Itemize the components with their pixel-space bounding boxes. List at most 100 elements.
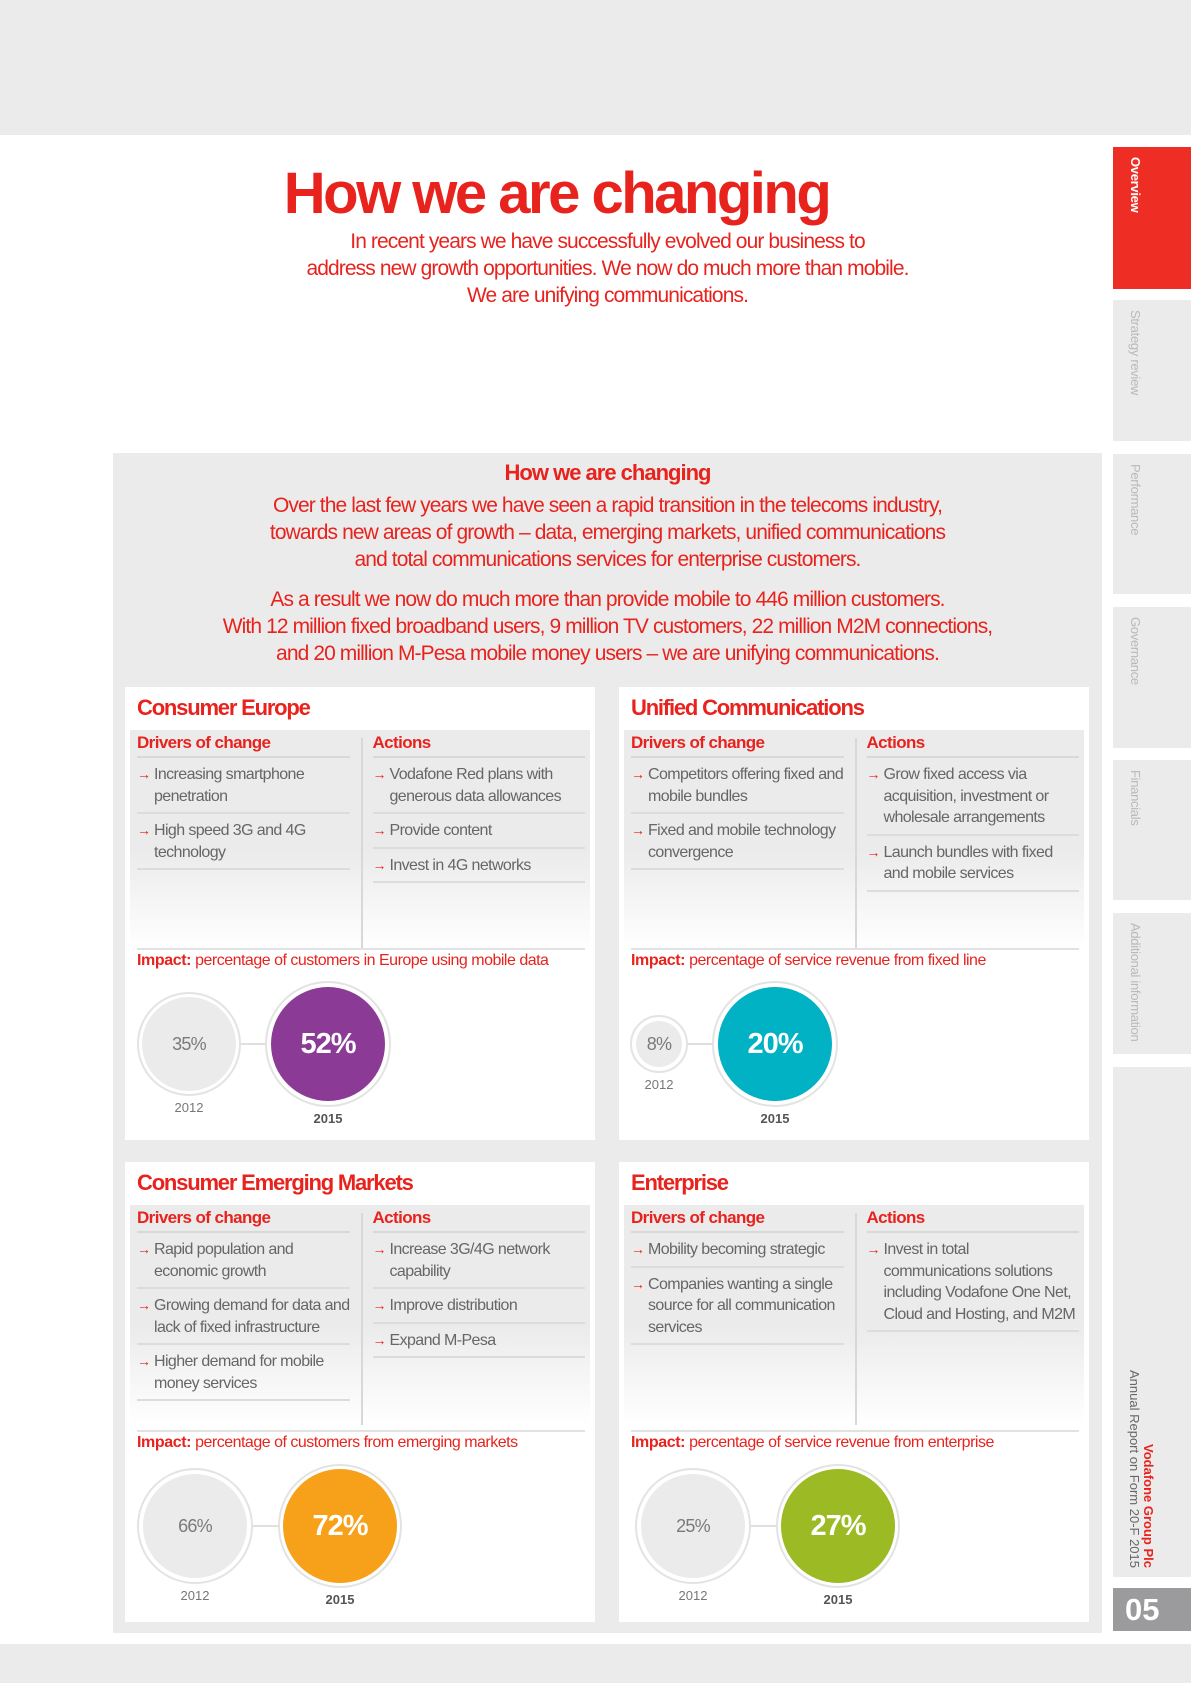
drivers-item-text: Fixed and mobile technology convergence bbox=[648, 822, 836, 861]
actions-item-text: Expand M-Pesa bbox=[389, 1331, 497, 1349]
arrow-right-icon: → bbox=[631, 822, 645, 838]
circle-2015: 52% bbox=[271, 987, 385, 1101]
actions-column: Actions → Invest in total communications s… bbox=[866, 1205, 1079, 1332]
actions-column: Actions → Increase 3G/4G network capabilit… bbox=[372, 1205, 585, 1358]
circle-2012: 25% bbox=[641, 1474, 745, 1578]
drivers-item: → Competitors offering fixed and mobile b… bbox=[631, 758, 844, 814]
arrow-right-icon: → bbox=[866, 843, 881, 860]
actions-item-text: Invest in total communications solutions… bbox=[883, 1241, 1076, 1323]
impact-label: Impact: bbox=[137, 952, 192, 969]
panel-title: Consumer Emerging Markets bbox=[137, 1170, 414, 1195]
intro-line: towards new areas of growth – data, emer… bbox=[269, 521, 946, 544]
drivers-item-text: Rapid population and economic growth bbox=[154, 1241, 294, 1280]
arrow-right-icon: → bbox=[631, 1275, 645, 1292]
actions-item-text: Launch bundles with fixed and mobile ser… bbox=[883, 843, 1054, 883]
page-number: 05 bbox=[1113, 1588, 1191, 1631]
column-divider bbox=[854, 1213, 857, 1425]
year-2015: 2015 bbox=[823, 1592, 853, 1607]
arrow-right-icon: → bbox=[631, 766, 645, 782]
drivers-item: → Growing demand for data and lack of fix… bbox=[137, 1289, 350, 1345]
panel-consumer-europe: Consumer Europe Drivers of change → Increa… bbox=[125, 687, 595, 1140]
drivers-item: → High speed 3G and 4G technology bbox=[137, 814, 350, 870]
year-2012: 2012 bbox=[180, 1588, 210, 1603]
arrow-right-icon: → bbox=[137, 766, 151, 782]
subtitle-line: In recent years we have successfully evo… bbox=[350, 230, 865, 253]
actions-column: Actions → Vodafone Red plans with generous… bbox=[372, 730, 585, 883]
year-2012: 2012 bbox=[644, 1077, 674, 1092]
intro-line: and 20 million M-Pesa mobile money users… bbox=[276, 642, 940, 665]
column-divider bbox=[360, 738, 363, 950]
drivers-column: Drivers of change → Competitors offering f… bbox=[631, 730, 844, 870]
circle-2012: 8% bbox=[636, 1021, 682, 1067]
actions-heading: Actions bbox=[866, 1205, 1079, 1233]
actions-item-text: Provide content bbox=[389, 822, 493, 839]
arrow-right-icon: → bbox=[137, 1297, 151, 1313]
arrow-right-icon: → bbox=[372, 766, 387, 782]
year-2015: 2015 bbox=[325, 1592, 355, 1607]
intro-title: How we are changing bbox=[504, 460, 712, 485]
arrow-right-icon: → bbox=[137, 1241, 151, 1257]
impact-circles: 35% 2012 52% 2015 bbox=[137, 950, 597, 1140]
impact-label: Impact: bbox=[631, 952, 686, 969]
connector-line bbox=[189, 1043, 328, 1045]
column-divider bbox=[854, 738, 857, 950]
impact-text: Impact: percentage of customers in Europ… bbox=[137, 952, 549, 970]
drivers-item: → Increasing smartphone penetration bbox=[137, 758, 350, 814]
actions-item-text: Vodafone Red plans with generous data al… bbox=[389, 766, 562, 805]
page-subtitle: In recent years we have successfully evo… bbox=[0, 228, 1191, 309]
impact-label: Impact: bbox=[137, 1434, 192, 1451]
top-band bbox=[0, 0, 1191, 135]
drivers-item: → Fixed and mobile technology convergence bbox=[631, 814, 844, 870]
subtitle-line: We are unifying communications. bbox=[466, 284, 749, 307]
impact-section: Impact: percentage of customers from eme… bbox=[137, 1430, 585, 1607]
year-2012: 2012 bbox=[678, 1588, 708, 1603]
value-2015: 27% bbox=[810, 1509, 866, 1542]
actions-item-text: Improve distribution bbox=[389, 1297, 518, 1314]
panel-consumer-emerging-markets: Consumer Emerging Markets Drivers of cha… bbox=[125, 1162, 595, 1622]
drivers-item-text: Higher demand for mobile money services bbox=[154, 1353, 324, 1392]
panel-title: Enterprise bbox=[631, 1170, 729, 1195]
tab-strategy-review[interactable]: Strategy review bbox=[1113, 300, 1191, 441]
arrow-right-icon: → bbox=[372, 822, 387, 838]
tab-financials[interactable]: Financials bbox=[1113, 760, 1191, 900]
connector-line bbox=[195, 1525, 340, 1527]
circle-2015: 27% bbox=[781, 1469, 895, 1583]
tab-label: Additional information bbox=[1128, 923, 1143, 1042]
tab-label: Performance bbox=[1128, 464, 1143, 536]
actions-item: → Increase 3G/4G network capability bbox=[372, 1233, 585, 1289]
panel-title: Consumer Europe bbox=[137, 695, 311, 720]
brand-name: Vodafone Group Plc bbox=[1141, 1444, 1156, 1568]
drivers-item-text: Growing demand for data and lack of fixe… bbox=[154, 1297, 350, 1336]
year-2015: 2015 bbox=[760, 1111, 790, 1126]
drivers-item-text: Mobility becoming strategic bbox=[648, 1241, 825, 1258]
drivers-item-text: High speed 3G and 4G technology bbox=[154, 822, 306, 861]
connector-line bbox=[693, 1525, 838, 1527]
tab-governance[interactable]: Governance bbox=[1113, 607, 1191, 748]
tab-additional-information[interactable]: Additional information bbox=[1113, 913, 1191, 1054]
impact-section: Impact: percentage of customers in Europ… bbox=[137, 948, 585, 1126]
arrow-right-icon: → bbox=[866, 766, 881, 782]
actions-item: → Vodafone Red plans with generous data a… bbox=[372, 758, 585, 814]
impact-description: percentage of service revenue from fixed… bbox=[689, 952, 986, 969]
tab-overview[interactable]: Overview bbox=[1113, 147, 1191, 289]
impact-text: Impact: percentage of customers from eme… bbox=[137, 1434, 518, 1452]
arrow-right-icon: → bbox=[866, 1241, 881, 1257]
value-2015: 72% bbox=[312, 1509, 368, 1542]
value-2012: 66% bbox=[178, 1515, 212, 1536]
circle-2012: 66% bbox=[143, 1474, 247, 1578]
panel-title: Unified Communications bbox=[631, 695, 865, 720]
arrow-right-icon: → bbox=[372, 856, 387, 873]
impact-description: percentage of customers in Europe using … bbox=[195, 952, 549, 969]
impact-circles: 66% 2012 72% 2015 bbox=[137, 1432, 597, 1622]
intro-line: and total communications services for en… bbox=[354, 548, 862, 571]
arrow-right-icon: → bbox=[372, 1331, 387, 1348]
tab-performance[interactable]: Performance bbox=[1113, 454, 1191, 594]
circle-2015: 72% bbox=[283, 1469, 397, 1583]
drivers-column: Drivers of change → Rapid population and e… bbox=[137, 1205, 350, 1401]
value-2012: 35% bbox=[172, 1033, 206, 1054]
drivers-heading: Drivers of change bbox=[137, 730, 350, 758]
year-2012: 2012 bbox=[174, 1100, 204, 1115]
actions-heading: Actions bbox=[372, 730, 585, 758]
actions-item: → Launch bundles with fixed and mobile se… bbox=[866, 836, 1079, 892]
page-title: How we are changing bbox=[283, 161, 832, 226]
